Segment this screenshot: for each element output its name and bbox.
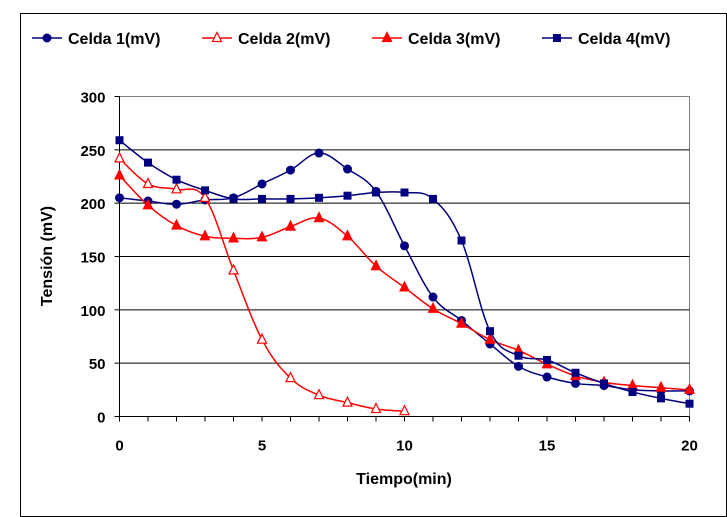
data-point: [114, 168, 125, 180]
data-point: [172, 175, 181, 184]
legend-item: Celda 1(mV): [32, 31, 160, 48]
y-tick-label: 100: [80, 303, 105, 320]
data-point: [314, 148, 324, 158]
series-4: [115, 136, 694, 408]
y-tick-label: 0: [97, 410, 105, 427]
x-axis: 0 5 10 15 20: [115, 416, 698, 455]
y-tick-label: 150: [80, 250, 105, 267]
legend-item: Celda 4(mV): [542, 31, 670, 48]
y-tick-label: 50: [89, 356, 106, 373]
data-point: [342, 395, 353, 407]
data-point: [315, 193, 323, 202]
y-axis-label: Tensión (mV): [39, 206, 56, 306]
data-point: [115, 193, 124, 203]
data-point: [115, 136, 124, 145]
data-point: [257, 179, 267, 189]
data-point: [114, 151, 125, 163]
data-point: [228, 231, 239, 243]
data-point: [685, 399, 694, 408]
legend-marker: [381, 31, 393, 43]
data-point: [399, 280, 410, 292]
y-tick-label: 200: [80, 196, 105, 213]
data-point: [628, 387, 637, 396]
grid: [119, 149, 690, 364]
data-point: [285, 219, 296, 231]
data-point: [571, 378, 580, 388]
data-point: [171, 218, 182, 230]
data-point: [429, 194, 437, 203]
data-point: [486, 327, 494, 336]
data-point: [142, 198, 154, 210]
data-point: [229, 194, 238, 203]
data-point: [571, 368, 580, 377]
data-point: [142, 177, 154, 189]
series-2: [114, 151, 410, 416]
data-point: [428, 292, 438, 302]
legend-item: Celda 2(mV): [202, 31, 330, 48]
y-axis: 0 50 100 150 200 250 300: [80, 90, 120, 427]
data-point: [372, 188, 380, 197]
data-point: [313, 388, 325, 400]
legend-label: Celda 2(mV): [238, 31, 330, 48]
data-point: [199, 190, 211, 202]
legend-marker: [553, 34, 561, 42]
data-point: [199, 229, 211, 241]
data-point: [171, 182, 182, 194]
data-point: [370, 402, 382, 414]
legend-item: Celda 3(mV): [372, 31, 500, 48]
data-point: [399, 404, 410, 416]
data-point: [542, 372, 552, 382]
data-point: [514, 361, 523, 371]
data-point: [256, 230, 268, 242]
x-tick-label: 20: [681, 438, 698, 455]
x-tick-label: 5: [258, 438, 266, 455]
x-tick-label: 15: [539, 438, 556, 455]
legend-label: Celda 4(mV): [578, 31, 670, 48]
data-point: [201, 186, 209, 195]
legend-marker: [42, 33, 52, 43]
data-point: [457, 236, 466, 245]
data-point: [256, 332, 268, 344]
legend-label: Celda 1(mV): [68, 31, 160, 48]
legend-marker: [211, 31, 223, 43]
data-point: [258, 194, 266, 203]
legend-label: Celda 3(mV): [408, 31, 500, 48]
data-point: [285, 371, 296, 383]
data-point: [400, 188, 409, 197]
data-point: [228, 263, 239, 275]
x-tick-label: 0: [115, 438, 123, 455]
y-tick-label: 300: [80, 90, 105, 107]
y-tick-label: 250: [80, 143, 105, 160]
series-layer: [114, 136, 695, 416]
data-point: [286, 194, 295, 203]
data-point: [484, 332, 496, 344]
data-point: [514, 351, 523, 360]
data-point: [657, 394, 665, 403]
data-point: [342, 229, 353, 241]
data-point: [427, 301, 439, 313]
data-point: [343, 164, 352, 174]
data-point: [684, 382, 695, 394]
data-point: [456, 316, 467, 328]
x-axis-label: Tiempo(min): [356, 471, 452, 488]
data-point: [144, 158, 152, 167]
data-point: [400, 241, 409, 251]
x-tick-label: 10: [396, 438, 413, 455]
data-point: [370, 259, 382, 271]
data-point: [655, 380, 667, 392]
data-point: [543, 355, 551, 364]
data-point: [343, 191, 352, 200]
data-point: [313, 211, 325, 223]
legend: Celda 1(mV) Celda 2(mV) Celda 3(mV) Celda 4…: [32, 31, 670, 48]
data-point: [600, 379, 608, 388]
data-point: [286, 165, 295, 175]
data-point: [172, 199, 181, 209]
